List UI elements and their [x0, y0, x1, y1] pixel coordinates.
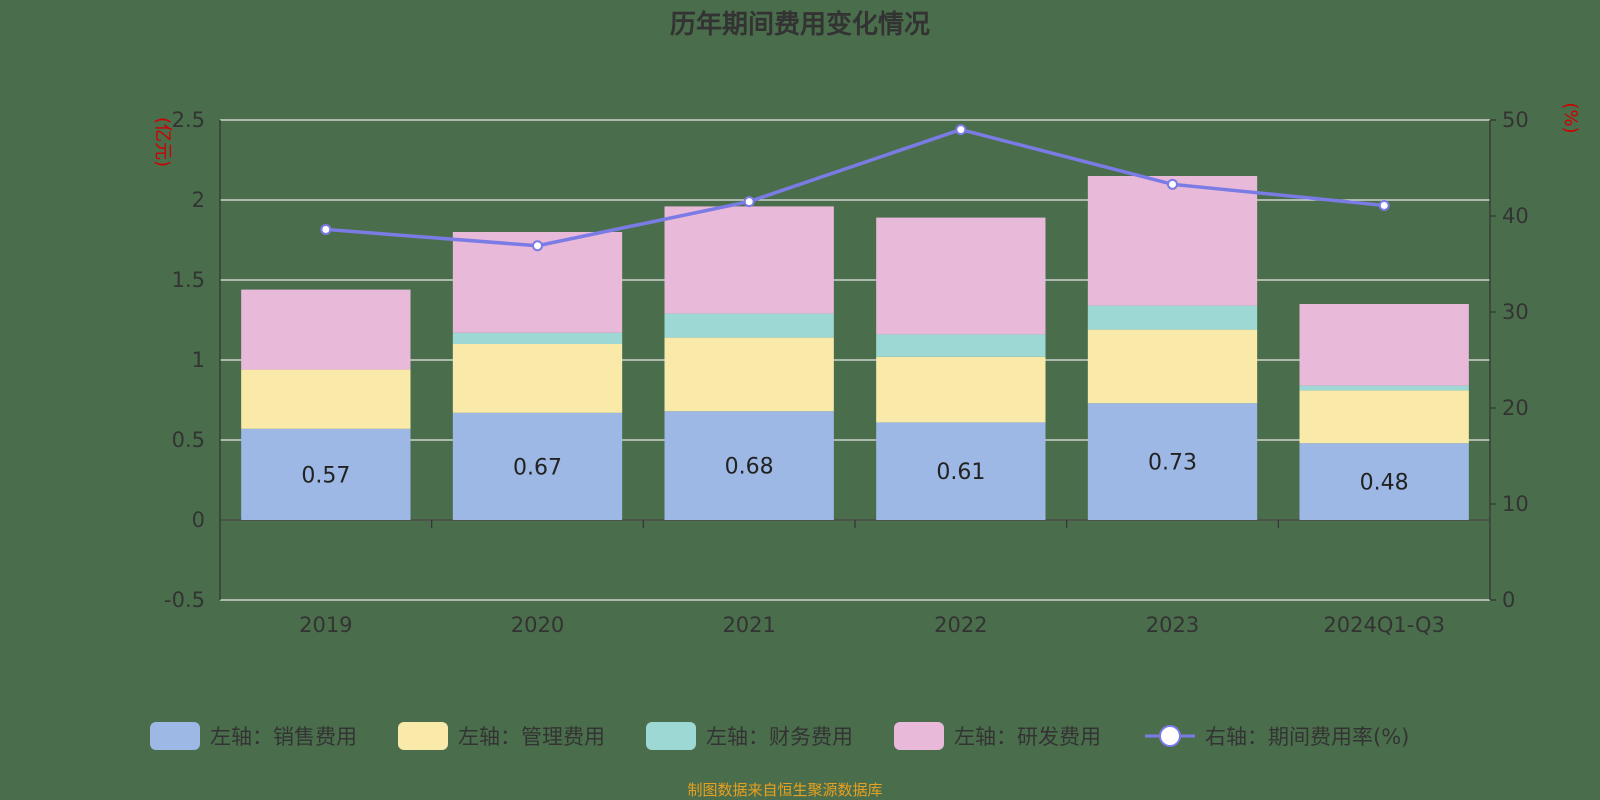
bar-segment: [876, 422, 1046, 520]
right-axis-tick-label: 30: [1502, 300, 1529, 324]
rate-line: [325, 127, 1385, 248]
right-axis-tick-label: 10: [1502, 492, 1529, 516]
bar-data-label: 0.61: [936, 460, 985, 485]
left-axis-tick-label: 0: [192, 508, 205, 532]
bar-segment: [664, 206, 834, 314]
legend-swatch: [894, 722, 944, 750]
bar-segment: [664, 337, 834, 412]
left-axis-tick-label: 2.5: [172, 108, 205, 132]
bar-segment: [1087, 403, 1258, 520]
bar-segment: [1087, 176, 1258, 306]
bar-segment: [876, 334, 1046, 357]
x-axis-category-label: 2019: [299, 613, 352, 637]
bar-segment: [876, 217, 1046, 335]
legend-label: 左轴：财务费用: [706, 725, 853, 749]
rate-point: [743, 196, 755, 208]
legend-swatch: [398, 722, 448, 750]
rate-point: [1378, 199, 1390, 211]
left-axis-tick-label: 1.5: [172, 268, 205, 292]
bar-segment: [1299, 390, 1469, 444]
right-axis-tick-label: 0: [1502, 588, 1515, 612]
x-axis-category-label: 2021: [722, 613, 775, 637]
bar-segment: [1299, 304, 1469, 386]
legend-swatch: [150, 722, 200, 750]
x-axis-category-label: 2024Q1-Q3: [1323, 613, 1445, 637]
left-axis-tick-label: 0.5: [172, 428, 205, 452]
bars: [241, 176, 1469, 520]
bar-data-label: 0.67: [513, 455, 562, 480]
right-axis-tick-label: 40: [1502, 204, 1529, 228]
legend-swatch: [646, 722, 696, 750]
left-axis-tick-label: -0.5: [164, 588, 205, 612]
axes: -0.5 0 0.5 1 1.5 2 2.5 0 10 20 30 40 50 2019 2020 2021 2…: [164, 108, 1529, 637]
right-axis-tick-label: 50: [1502, 108, 1529, 132]
x-axis-category-label: 2023: [1146, 613, 1199, 637]
bar-data-label: 0.68: [725, 455, 774, 480]
bar-segment: [1087, 305, 1258, 330]
legend-label: 左轴：销售费用: [210, 725, 357, 749]
right-axis-tick-label: 20: [1502, 396, 1529, 420]
legend-label: 左轴：研发费用: [954, 725, 1101, 749]
left-axis-tick-label: 2: [192, 188, 205, 212]
source-note: 制图数据来自恒生聚源数据库: [687, 781, 882, 799]
bar-segment: [241, 289, 411, 370]
legend-label: 左轴：管理费用: [458, 725, 605, 749]
right-axis-unit: (%): [1560, 102, 1581, 133]
bar-data-label: 0.57: [301, 463, 350, 488]
x-axis-category-label: 2022: [934, 613, 987, 637]
bar-segment: [452, 332, 623, 344]
bar-segment: [1087, 329, 1258, 404]
rate-point: [955, 124, 967, 136]
bar-segment: [1299, 443, 1469, 520]
chart-title: 历年期间费用变化情况: [670, 9, 930, 40]
legend-label: 右轴：期间费用率(%): [1205, 725, 1409, 749]
bar-data-label: 0.73: [1148, 451, 1197, 476]
bar-segment: [241, 369, 411, 429]
rate-point: [532, 240, 543, 252]
left-axis-tick-label: 1: [192, 348, 205, 372]
bar-labels: 0.57 0.67 0.68 0.61 0.73 0.48: [301, 451, 1408, 496]
legend: 左轴：销售费用 左轴：管理费用 左轴：财务费用 左轴：研发费用 右轴：期间费用率(%): [150, 722, 1409, 750]
bar-segment: [876, 356, 1046, 423]
rate-line-layer: [320, 124, 1390, 252]
legend-line-marker: [1159, 725, 1181, 747]
x-axis-category-label: 2020: [511, 613, 564, 637]
left-axis-unit: (亿元): [152, 117, 173, 167]
bar-segment: [664, 313, 834, 338]
bar-segment: [452, 344, 623, 413]
rate-point: [1167, 178, 1178, 190]
bar-data-label: 0.48: [1360, 471, 1409, 496]
bar-segment: [664, 411, 834, 520]
bar-segment: [1299, 385, 1469, 391]
rate-point: [320, 223, 332, 235]
bar-segment: [452, 412, 623, 520]
bar-segment: [241, 428, 411, 520]
